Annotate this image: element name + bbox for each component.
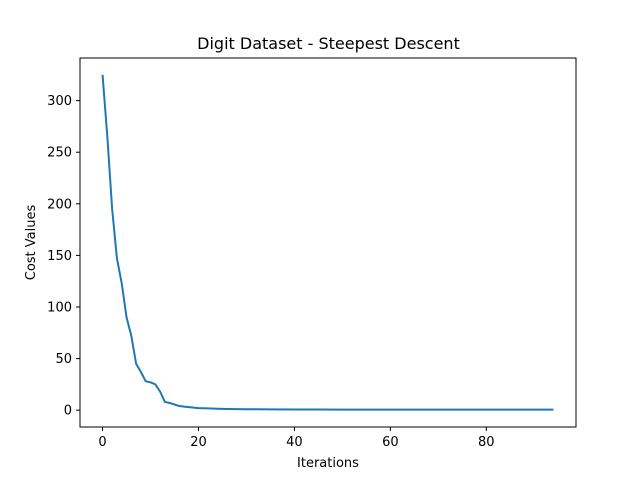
- x-axis-label: Iterations: [297, 456, 359, 471]
- y-tick-label: 250: [47, 146, 72, 161]
- y-axis-label: Cost Values: [24, 205, 39, 281]
- y-tick-label: 200: [47, 197, 72, 212]
- y-axis: 0 50 100 150 200 250 300: [47, 94, 80, 419]
- y-tick-label: 50: [55, 352, 72, 367]
- x-tick-label: 0: [98, 435, 106, 450]
- cost-series-line: [101, 74, 554, 411]
- x-tick-label: 20: [190, 435, 207, 450]
- series-layer: [101, 74, 554, 411]
- x-tick-label: 40: [286, 435, 303, 450]
- x-tick-label: 80: [478, 435, 495, 450]
- y-tick-label: 150: [47, 249, 72, 264]
- plot-frame: [79, 57, 577, 428]
- y-tick-label: 0: [64, 404, 72, 419]
- x-axis: 0 20 40 60 80: [98, 427, 495, 450]
- x-tick-label: 60: [382, 435, 399, 450]
- y-tick-label: 300: [47, 94, 72, 109]
- y-tick-label: 100: [47, 300, 72, 315]
- chart-title: Digit Dataset - Steepest Descent: [197, 34, 460, 53]
